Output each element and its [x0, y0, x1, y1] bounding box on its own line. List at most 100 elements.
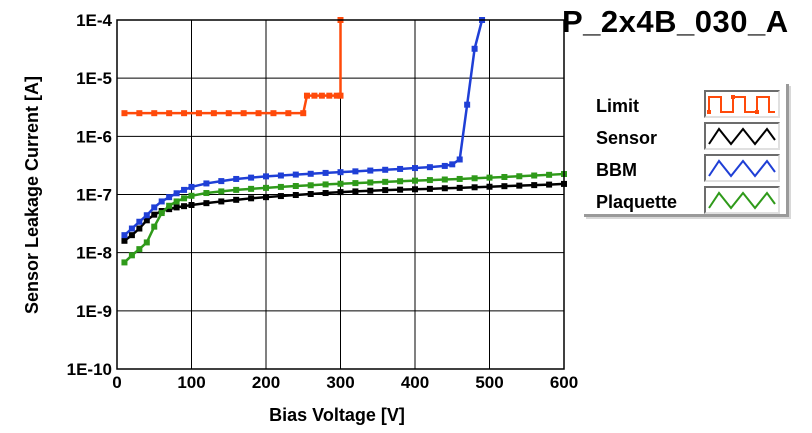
data-point-limit [311, 92, 318, 99]
data-point-plaquette [367, 179, 374, 186]
data-point-plaquette [248, 185, 255, 192]
data-point-bbm [143, 212, 150, 219]
data-point-bbm [151, 204, 158, 211]
data-point-sensor [181, 203, 188, 210]
data-point-limit [318, 92, 325, 99]
data-point-sensor [188, 201, 195, 208]
data-point-plaquette [501, 173, 508, 180]
legend-swatch-limit[interactable] [704, 90, 780, 118]
triangle-wave-icon [708, 127, 776, 146]
data-point-bbm [322, 169, 329, 176]
data-point-bbm [352, 168, 359, 175]
data-point-limit [326, 92, 333, 99]
data-point-bbm [181, 186, 188, 193]
data-point-bbm [218, 178, 225, 185]
data-point-bbm [307, 170, 314, 177]
legend-item-plaquette[interactable]: Plaquette [584, 185, 784, 215]
data-point-sensor [322, 190, 329, 197]
data-point-bbm [158, 198, 165, 205]
data-point-plaquette [307, 182, 314, 189]
legend-label-sensor: Sensor [596, 128, 658, 148]
y-tick-label: 1E-4 [76, 11, 112, 30]
data-point-limit [136, 110, 143, 117]
data-point-limit [255, 110, 262, 117]
plot-frame [116, 19, 565, 370]
data-point-plaquette [322, 181, 329, 188]
y-tick-label: 1E-7 [76, 186, 112, 205]
data-point-bbm [128, 225, 135, 232]
data-point-sensor [121, 237, 128, 244]
x-tick-label: 400 [401, 373, 429, 392]
data-point-sensor [143, 217, 150, 224]
x-tick-label: 300 [326, 373, 354, 392]
data-point-limit [303, 92, 310, 99]
data-point-limit [151, 110, 158, 117]
data-point-limit [181, 110, 188, 117]
data-point-plaquette [166, 202, 173, 209]
data-point-bbm [337, 169, 344, 176]
x-tick-label: 500 [475, 373, 503, 392]
data-point-bbm [292, 171, 299, 178]
data-point-plaquette [486, 174, 493, 181]
data-point-sensor [546, 181, 553, 188]
x-tick-label: 600 [550, 373, 578, 392]
data-point-plaquette [136, 246, 143, 253]
data-point-sensor [382, 187, 389, 194]
data-point-limit [270, 110, 277, 117]
data-point-plaquette [277, 183, 284, 190]
y-tick-label: 1E-6 [76, 127, 112, 146]
data-point-sensor [166, 206, 173, 213]
data-point-plaquette [456, 175, 463, 182]
data-point-bbm [166, 194, 173, 201]
legend-swatch-bbm[interactable] [704, 154, 780, 182]
data-point-bbm [173, 190, 180, 197]
data-point-plaquette [203, 190, 210, 197]
y-tick-label: 1E-5 [76, 69, 112, 88]
data-point-sensor [412, 186, 418, 193]
y-tick-label: 1E-10 [67, 360, 112, 379]
data-point-sensor [441, 185, 448, 192]
legend-item-limit[interactable]: Limit [584, 89, 784, 119]
data-point-bbm [471, 45, 478, 52]
data-point-sensor [173, 204, 180, 211]
data-point-limit [300, 110, 307, 117]
data-point-plaquette [151, 223, 158, 230]
data-point-plaquette [181, 195, 188, 202]
data-point-limit [240, 110, 247, 117]
data-point-sensor [263, 194, 269, 201]
data-point-limit [285, 110, 292, 117]
square-wave-icon [707, 95, 775, 114]
data-point-bbm [233, 175, 240, 182]
data-point-plaquette [546, 171, 553, 178]
data-point-limit [225, 110, 232, 117]
series-sensor [121, 180, 567, 244]
data-point-sensor [233, 196, 240, 203]
data-point-bbm [382, 166, 389, 173]
series-line-limit [124, 20, 342, 115]
legend-item-sensor[interactable]: Sensor [584, 121, 784, 151]
data-point-plaquette [337, 180, 344, 187]
data-point-sensor [426, 185, 433, 192]
data-point-plaquette [263, 184, 269, 191]
data-point-sensor [501, 183, 508, 190]
data-point-plaquette [218, 188, 225, 195]
tick-labels: 0 100 200 300 400 500 600 1E-10 1E-9 1E-8 1E-7 1E-6… [67, 11, 579, 392]
legend-swatch-plaquette[interactable] [704, 186, 780, 214]
data-point-sensor [337, 189, 344, 196]
data-point-limit [333, 92, 340, 99]
data-point-plaquette [173, 198, 180, 205]
data-point-sensor [516, 182, 523, 189]
legend-swatch-sensor[interactable] [704, 122, 780, 150]
legend-label-plaquette: Plaquette [596, 192, 678, 212]
data-point-plaquette [471, 175, 478, 182]
x-axis-label: Bias Voltage [V] [269, 405, 405, 425]
data-point-bbm [397, 165, 404, 172]
data-point-sensor [151, 211, 158, 218]
data-point-plaquette [128, 252, 135, 259]
legend-item-bbm[interactable]: BBM [584, 153, 784, 183]
data-point-bbm [121, 232, 128, 239]
data-point-plaquette [143, 239, 150, 246]
y-tick-label: 1E-8 [76, 244, 112, 263]
data-point-sensor [292, 192, 299, 199]
